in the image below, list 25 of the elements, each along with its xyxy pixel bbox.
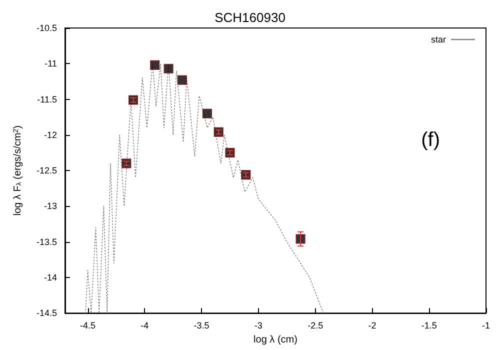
x-tick-label: -1.5 (421, 320, 437, 331)
y-tick-label: -12 (44, 130, 57, 140)
x-tick-label: -4 (140, 320, 149, 331)
y-tick-label: -14 (44, 272, 57, 282)
x-tick-label: -3 (254, 320, 262, 331)
y-tick-label: -14.5 (36, 308, 57, 318)
annotation: (f) (421, 129, 440, 151)
point (202, 108, 212, 118)
x-tick-label: -4.5 (80, 320, 96, 331)
x-tick-label: -1 (482, 320, 490, 331)
point (150, 60, 160, 70)
x-tick-label: -2.5 (308, 320, 324, 331)
y-tick-label: -13.5 (36, 236, 57, 247)
point (164, 64, 174, 74)
y-tick-label: -13 (44, 201, 57, 212)
point (177, 75, 187, 85)
y-tick-label: -11.5 (37, 94, 57, 104)
legend-label: star (430, 34, 446, 44)
x-tick-label: -3.5 (194, 320, 210, 331)
y-tick-label: -11 (44, 58, 57, 69)
x-axis-title: log λ (cm) (254, 334, 298, 346)
y-tick-label: -12.5 (36, 166, 57, 176)
x-tick-label: -2 (368, 320, 376, 331)
chart-title: SCH160930 (214, 10, 286, 25)
y-tick-label: -10.5 (36, 23, 57, 33)
